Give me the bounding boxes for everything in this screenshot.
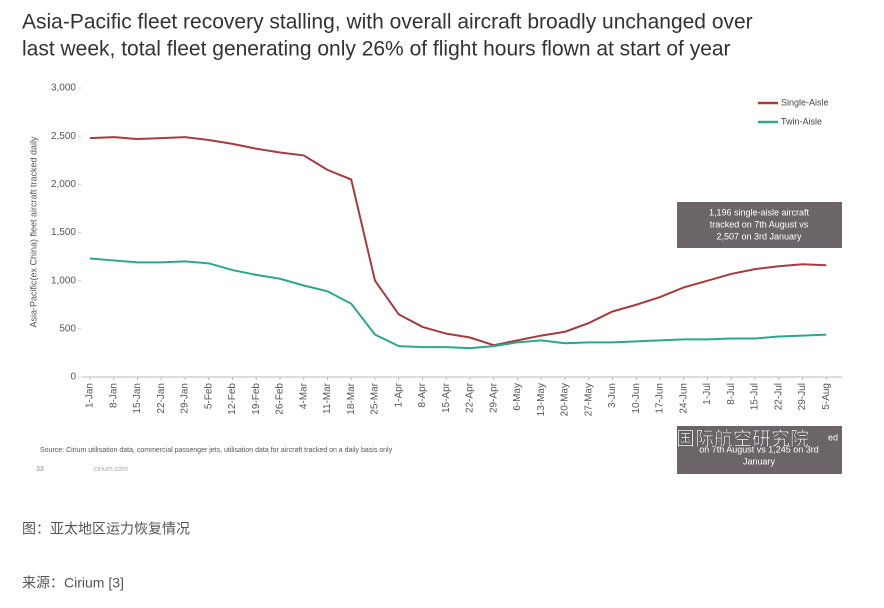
x-tick-label: 1-Jan — [85, 383, 96, 408]
x-tick-label: 15-Jul — [750, 383, 761, 410]
x-tick-label: 27-May — [583, 383, 594, 416]
legend-label: Single-Aisle — [781, 97, 829, 107]
x-tick-label: 29-Jan — [180, 383, 191, 414]
x-tick-label: 15-Apr — [441, 382, 452, 413]
x-tick-label: 29-Jul — [797, 383, 808, 410]
y-axis-label: Asia-Pacific(ex China) fleet aircraft tr… — [28, 136, 38, 328]
annotation-text: tracked on 7th August vs — [710, 219, 809, 229]
y-tick-label: 2,500 — [51, 131, 76, 142]
y-tick-label: 1,500 — [51, 227, 76, 238]
x-tick-label: 12-Feb — [227, 383, 238, 415]
annotation-text: 1,196 single-aisle aircraft — [709, 207, 810, 217]
page-number: 33 — [36, 466, 44, 473]
source: Source: Cirium utilisation data, commerc… — [40, 447, 393, 454]
x-tick-label: 26-Feb — [275, 383, 286, 415]
chart-title: Asia-Pacific fleet recovery stalling, wi… — [22, 11, 753, 34]
y-tick-label: 0 — [70, 372, 76, 383]
annotations: 1,196 single-aisle aircraft tracked on 7t… — [699, 207, 838, 466]
caption: 图：亚太地区运力恢复情况 — [22, 521, 190, 537]
x-tick-label: 17-Jun — [655, 383, 666, 414]
x-tick-label: 29-Apr — [488, 382, 499, 413]
annotation-box — [677, 202, 842, 248]
annotation-text: January — [743, 456, 776, 466]
x-tick-label: 6-May — [512, 383, 523, 411]
y-tick-label: 2,000 — [51, 179, 76, 190]
x-tick-label: 5-Aug — [821, 383, 832, 410]
x-tick-label: 8-Jul — [726, 383, 737, 405]
annotation-text: ed — [828, 432, 838, 442]
plot: 0 500 1,000 1,500 2,000 2,500 3,000 1-Jan 8-Jan 1… — [51, 83, 842, 416]
x-tick-label: 22-Jul — [773, 383, 784, 410]
x-tick-label: 15-Jan — [132, 383, 143, 414]
annotation-text: on 7th August vs 1,245 on 3rd — [699, 444, 819, 454]
x-tick-label: 3-Jun — [607, 383, 618, 408]
x-tick-label: 10-Jun — [631, 383, 642, 414]
y-tick-label: 500 — [59, 323, 76, 334]
chart-title: last week, total fleet generating only 2… — [22, 38, 731, 61]
series-line — [89, 257, 827, 350]
x-tick-label: 20-May — [560, 383, 571, 416]
x-tick-label: 22-Jan — [156, 383, 167, 414]
x-tick-label: 24-Jun — [678, 383, 689, 414]
x-tick-label: 8-Apr — [417, 382, 428, 407]
x-tick-label: 8-Jan — [108, 383, 119, 408]
site: cirium.com — [94, 466, 128, 473]
x-tick-label: 11-Mar — [322, 382, 333, 414]
x-tick-label: 18-Mar — [346, 382, 357, 414]
x-tick-label: 13-May — [536, 383, 547, 416]
watermark-icon — [652, 431, 670, 449]
legend-label: Twin-Aisle — [781, 116, 822, 126]
watermark: 国际航空研究院 — [676, 428, 809, 450]
x-tick-label: 25-Mar — [370, 382, 381, 414]
x-tick-label: 1-Apr — [393, 382, 404, 407]
x-tick-label: 22-Apr — [465, 382, 476, 413]
x-tick-label: 5-Feb — [203, 383, 214, 410]
x-tick-label: 19-Feb — [251, 383, 262, 415]
series-line — [89, 136, 827, 347]
x-tick-label: 4-Mar — [298, 382, 309, 409]
reference: 来源：Cirium [3] — [22, 575, 124, 591]
x-tick-label: 1-Jul — [702, 383, 713, 405]
annotation-text: 2,507 on 3rd January — [716, 231, 802, 241]
y-tick-label: 3,000 — [51, 83, 76, 94]
y-tick-label: 1,000 — [51, 275, 76, 286]
slide — [0, 0, 884, 500]
annotation-box — [677, 426, 842, 474]
